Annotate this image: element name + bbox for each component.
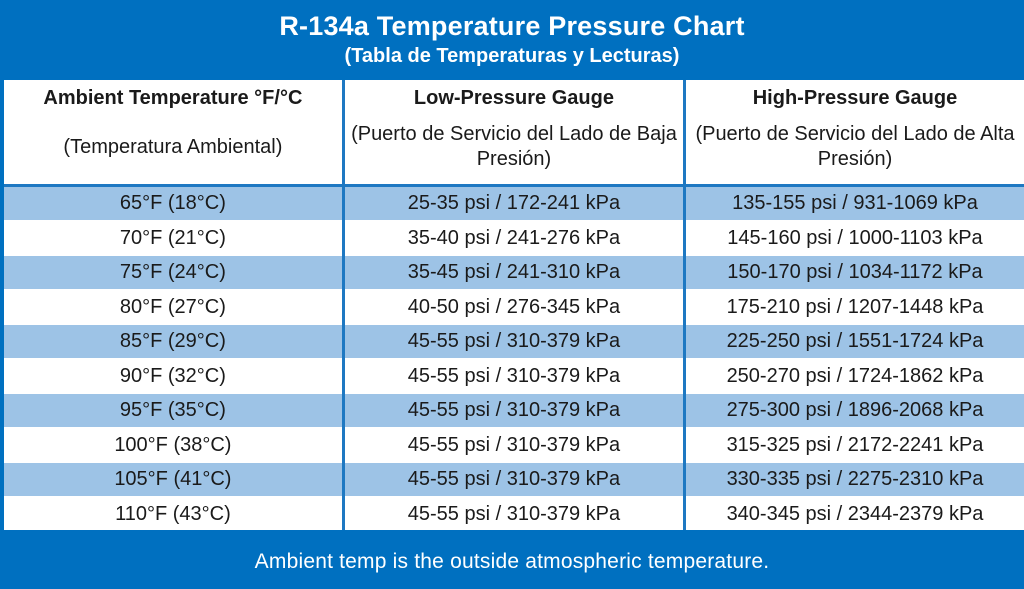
table-row: 75°F (24°C) 35-45 psi / 241-310 kPa 150-… xyxy=(0,254,1024,291)
ambient-temp-cell: 75°F (24°C) xyxy=(0,254,345,291)
column-label: Low-Pressure Gauge xyxy=(413,87,614,109)
low-pressure-cell: 40-50 psi / 276-345 kPa xyxy=(341,288,687,325)
high-pressure-cell: 135-155 psi / 931-1069 kPa xyxy=(683,184,1024,222)
table-row: 80°F (27°C) 40-50 psi / 276-345 kPa 175-… xyxy=(0,288,1024,325)
high-pressure-cell: 175-210 psi / 1207-1448 kPa xyxy=(683,288,1024,325)
column-header-high-pressure: High-Pressure Gauge (Puerto de Servicio … xyxy=(683,76,1024,187)
low-pressure-cell: 45-55 psi / 310-379 kPa xyxy=(341,495,687,533)
ambient-temp-cell: 80°F (27°C) xyxy=(0,288,345,325)
ambient-temp-cell: 110°F (43°C) xyxy=(0,495,345,533)
table-row: 100°F (38°C) 45-55 psi / 310-379 kPa 315… xyxy=(0,426,1024,463)
ambient-temp-cell: 105°F (41°C) xyxy=(0,461,345,498)
low-pressure-cell: 25-35 psi / 172-241 kPa xyxy=(341,184,687,222)
low-pressure-cell: 35-40 psi / 241-276 kPa xyxy=(341,219,687,256)
table-header: Ambient Temperature °F/°C (Temperatura A… xyxy=(0,76,1024,187)
low-pressure-cell: 45-55 psi / 310-379 kPa xyxy=(341,461,687,498)
column-sublabel: (Puerto de Servicio del Lado de Baja Pre… xyxy=(351,123,677,170)
high-pressure-cell: 275-300 psi / 1896-2068 kPa xyxy=(683,392,1024,429)
ambient-temp-cell: 90°F (32°C) xyxy=(0,357,345,394)
high-pressure-cell: 315-325 psi / 2172-2241 kPa xyxy=(683,426,1024,463)
ambient-temp-cell: 100°F (38°C) xyxy=(0,426,345,463)
column-header-low-pressure: Low-Pressure Gauge (Puerto de Servicio d… xyxy=(341,76,687,187)
column-label: High-Pressure Gauge xyxy=(752,87,958,109)
high-pressure-cell: 330-335 psi / 2275-2310 kPa xyxy=(683,461,1024,498)
header-banner: R-134a Temperature Pressure Chart (Tabla… xyxy=(0,0,1024,76)
column-header-inner: Ambient Temperature °F/°C (Temperatura A… xyxy=(4,80,342,184)
table-row: 90°F (32°C) 45-55 psi / 310-379 kPa 250-… xyxy=(0,357,1024,394)
high-pressure-cell: 340-345 psi / 2344-2379 kPa xyxy=(683,495,1024,533)
table-row: 70°F (21°C) 35-40 psi / 241-276 kPa 145-… xyxy=(0,219,1024,256)
column-header-inner: Low-Pressure Gauge (Puerto de Servicio d… xyxy=(345,80,683,184)
column-sublabel: (Temperatura Ambiental) xyxy=(63,135,283,158)
low-pressure-cell: 45-55 psi / 310-379 kPa xyxy=(341,392,687,429)
table-body: 65°F (18°C) 25-35 psi / 172-241 kPa 135-… xyxy=(0,184,1024,533)
table-row: 110°F (43°C) 45-55 psi / 310-379 kPa 340… xyxy=(0,495,1024,533)
pressure-table: Ambient Temperature °F/°C (Temperatura A… xyxy=(0,76,1024,534)
high-pressure-cell: 250-270 psi / 1724-1862 kPa xyxy=(683,357,1024,394)
table-row: 95°F (35°C) 45-55 psi / 310-379 kPa 275-… xyxy=(0,392,1024,429)
low-pressure-cell: 35-45 psi / 241-310 kPa xyxy=(341,254,687,291)
column-label: Ambient Temperature °F/°C xyxy=(43,87,303,109)
table-row: 85°F (29°C) 45-55 psi / 310-379 kPa 225-… xyxy=(0,323,1024,360)
ambient-temp-cell: 70°F (21°C) xyxy=(0,219,345,256)
high-pressure-cell: 150-170 psi / 1034-1172 kPa xyxy=(683,254,1024,291)
high-pressure-cell: 145-160 psi / 1000-1103 kPa xyxy=(683,219,1024,256)
low-pressure-cell: 45-55 psi / 310-379 kPa xyxy=(341,426,687,463)
low-pressure-cell: 45-55 psi / 310-379 kPa xyxy=(341,323,687,360)
page-title: R-134a Temperature Pressure Chart xyxy=(279,10,745,41)
column-sublabel: (Puerto de Servicio del Lado de Alta Pre… xyxy=(695,123,1015,170)
footer-note: Ambient temp is the outside atmospheric … xyxy=(254,549,770,573)
page-subtitle: (Tabla de Temperaturas y Lecturas) xyxy=(344,45,680,68)
table-row: 105°F (41°C) 45-55 psi / 310-379 kPa 330… xyxy=(0,461,1024,498)
low-pressure-cell: 45-55 psi / 310-379 kPa xyxy=(341,357,687,394)
table-row: 65°F (18°C) 25-35 psi / 172-241 kPa 135-… xyxy=(0,184,1024,222)
ambient-temp-cell: 95°F (35°C) xyxy=(0,392,345,429)
ambient-temp-cell: 65°F (18°C) xyxy=(0,184,345,222)
high-pressure-cell: 225-250 psi / 1551-1724 kPa xyxy=(683,323,1024,360)
column-header-ambient-temperature: Ambient Temperature °F/°C (Temperatura A… xyxy=(0,76,345,187)
header-row: Ambient Temperature °F/°C (Temperatura A… xyxy=(0,76,1024,187)
column-header-inner: High-Pressure Gauge (Puerto de Servicio … xyxy=(686,80,1024,184)
ambient-temp-cell: 85°F (29°C) xyxy=(0,323,345,360)
